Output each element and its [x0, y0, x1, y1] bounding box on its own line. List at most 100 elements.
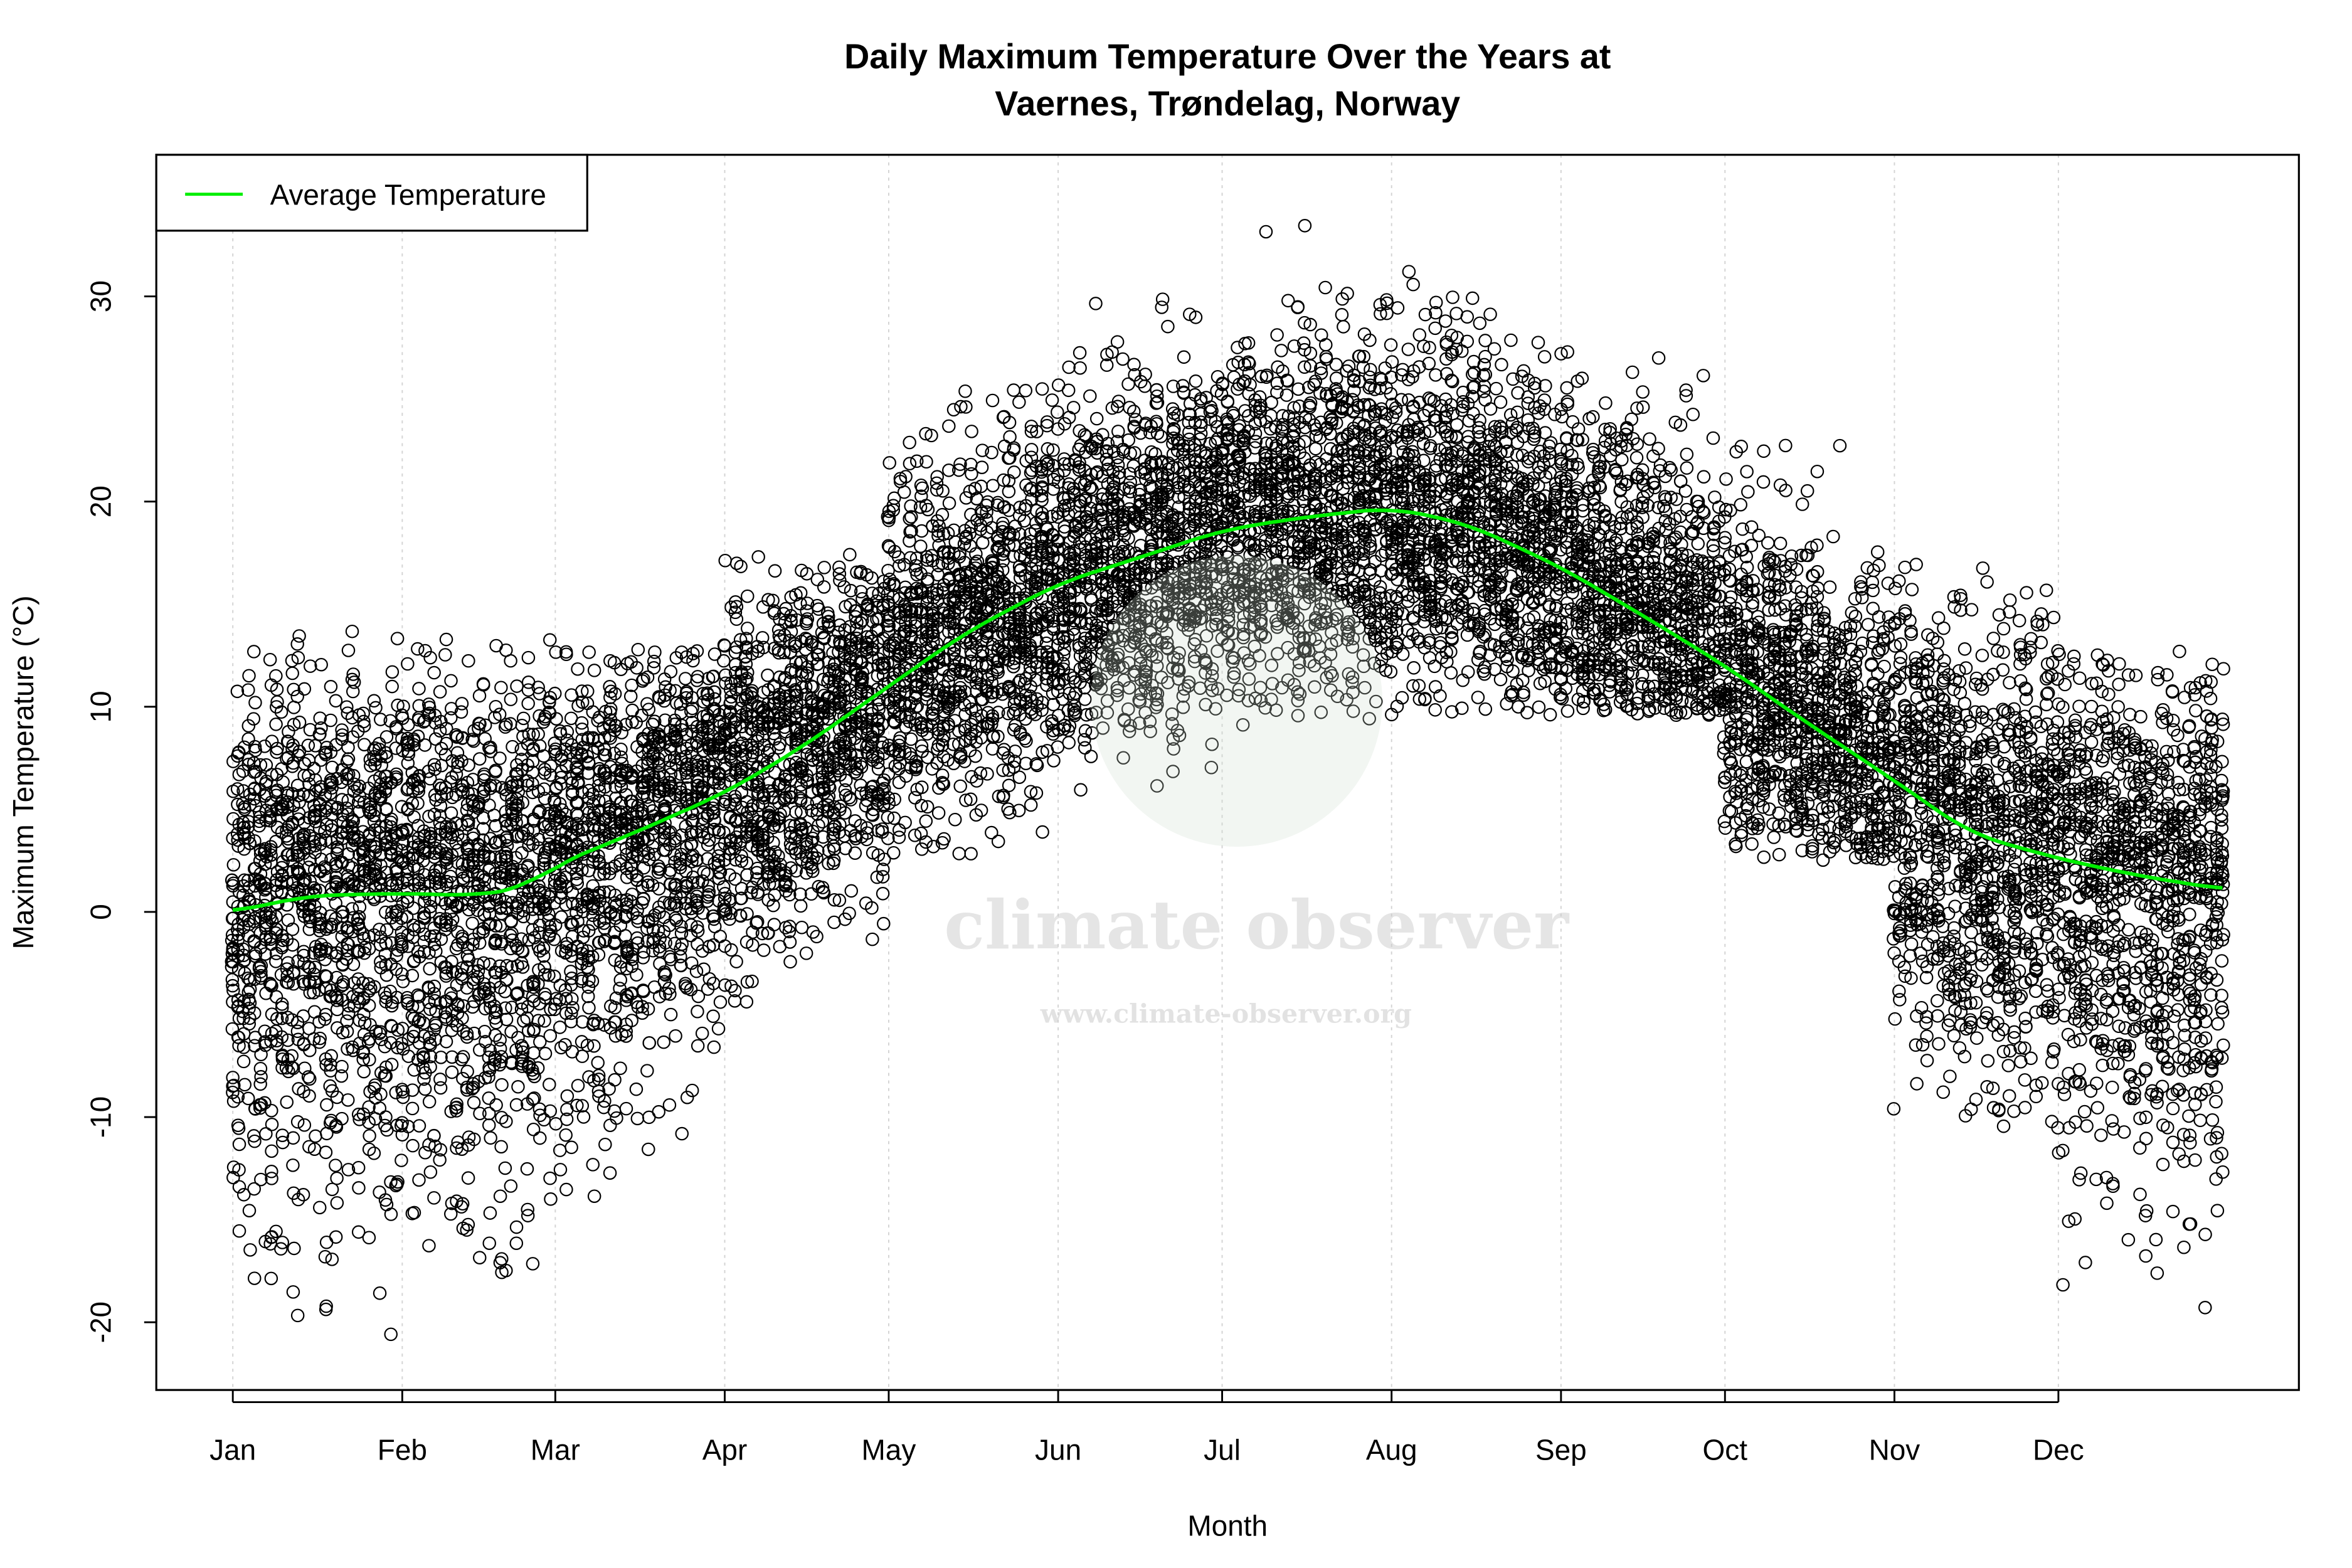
- data-point: [275, 1236, 290, 1249]
- data-point: [314, 657, 328, 672]
- data-point: [313, 727, 327, 741]
- data-point: [318, 1012, 332, 1026]
- data-point: [263, 652, 277, 667]
- data-point: [287, 967, 300, 981]
- data-point: [286, 1061, 300, 1076]
- data-point: [280, 1095, 294, 1109]
- data-point: [319, 1007, 333, 1022]
- data-point: [226, 858, 241, 872]
- data-point: [236, 1041, 251, 1054]
- data-point: [291, 1192, 305, 1207]
- data-point: [280, 800, 294, 814]
- data-point: [236, 815, 250, 830]
- data-point: [257, 876, 272, 891]
- data-point: [265, 1118, 279, 1131]
- data-point: [297, 945, 310, 958]
- data-point: [246, 712, 261, 726]
- data-point: [303, 1043, 317, 1057]
- data-point: [265, 1165, 278, 1179]
- data-point: [292, 795, 306, 809]
- data-point: [308, 960, 322, 975]
- data-point: [280, 975, 294, 989]
- data-point: [319, 1302, 333, 1316]
- data-point: [330, 1171, 344, 1185]
- data-point: [296, 1188, 310, 1202]
- data-point: [312, 1200, 327, 1215]
- data-point: [259, 1127, 273, 1141]
- data-point: [263, 977, 278, 992]
- data-point: [243, 1243, 257, 1257]
- data-point: [253, 1077, 267, 1091]
- data-point: [324, 818, 338, 833]
- data-point: [275, 997, 289, 1011]
- data-point: [303, 659, 317, 673]
- chart-title-line-1: Daily Maximum Temperature Over the Years…: [844, 37, 1611, 76]
- data-point: [258, 1096, 272, 1110]
- data-point: [254, 958, 268, 973]
- data-point: [253, 1061, 268, 1076]
- data-point: [280, 962, 294, 976]
- data-point: [265, 1104, 278, 1118]
- data-point: [290, 1308, 305, 1323]
- data-point: [275, 1052, 290, 1066]
- data-point: [264, 804, 278, 818]
- data-point: [265, 768, 279, 781]
- data-point: [313, 1031, 327, 1046]
- data-point: [308, 975, 322, 990]
- data-point: [335, 1111, 349, 1126]
- data-point: [292, 629, 306, 643]
- data-point: [314, 721, 328, 735]
- data-point: [285, 1061, 299, 1074]
- data-point: [236, 954, 251, 968]
- data-point: [230, 782, 245, 796]
- data-point: [274, 1242, 288, 1256]
- data-point: [287, 682, 300, 697]
- data-point: [318, 1249, 332, 1264]
- data-point: [241, 874, 255, 887]
- data-point: [243, 1011, 257, 1025]
- data-point: [290, 845, 304, 859]
- data-point: [247, 1182, 262, 1196]
- data-point: [301, 1070, 315, 1084]
- data-point: [274, 705, 289, 719]
- data-point: [303, 1072, 317, 1086]
- data-point: [325, 1253, 339, 1266]
- data-point: [232, 1163, 246, 1177]
- data-point: [270, 700, 283, 714]
- data-point: [298, 1061, 312, 1076]
- data-point: [231, 928, 245, 941]
- data-point: [265, 1172, 278, 1185]
- data-point: [313, 711, 327, 725]
- data-point: [270, 682, 284, 696]
- data-point: [254, 1172, 268, 1187]
- data-point: [281, 913, 295, 927]
- data-point: [297, 682, 312, 696]
- chart-title-line-2: Vaernes, Trøndelag, Norway: [995, 84, 1460, 123]
- data-point: [287, 977, 300, 991]
- data-point: [230, 684, 245, 699]
- scatter-points: [225, 219, 2230, 1342]
- data-point: [242, 669, 256, 683]
- data-point: [247, 782, 262, 797]
- data-point: [290, 689, 304, 704]
- data-point: [258, 739, 272, 753]
- data-point: [258, 947, 272, 961]
- data-point: [330, 993, 344, 1007]
- data-point: [296, 787, 310, 802]
- data-point: [226, 978, 240, 993]
- data-point: [275, 1128, 290, 1142]
- data-point: [292, 715, 307, 729]
- data-point: [324, 787, 337, 800]
- data-point: [269, 909, 283, 924]
- data-point: [281, 1033, 295, 1047]
- data-point: [247, 1271, 262, 1285]
- data-point: [242, 1204, 257, 1217]
- data-point: [291, 650, 305, 665]
- data-point: [231, 899, 245, 914]
- data-point: [248, 1134, 262, 1148]
- data-point: [232, 1224, 246, 1238]
- data-point: [279, 1061, 294, 1075]
- data-point: [270, 745, 283, 760]
- data-point: [319, 1145, 333, 1160]
